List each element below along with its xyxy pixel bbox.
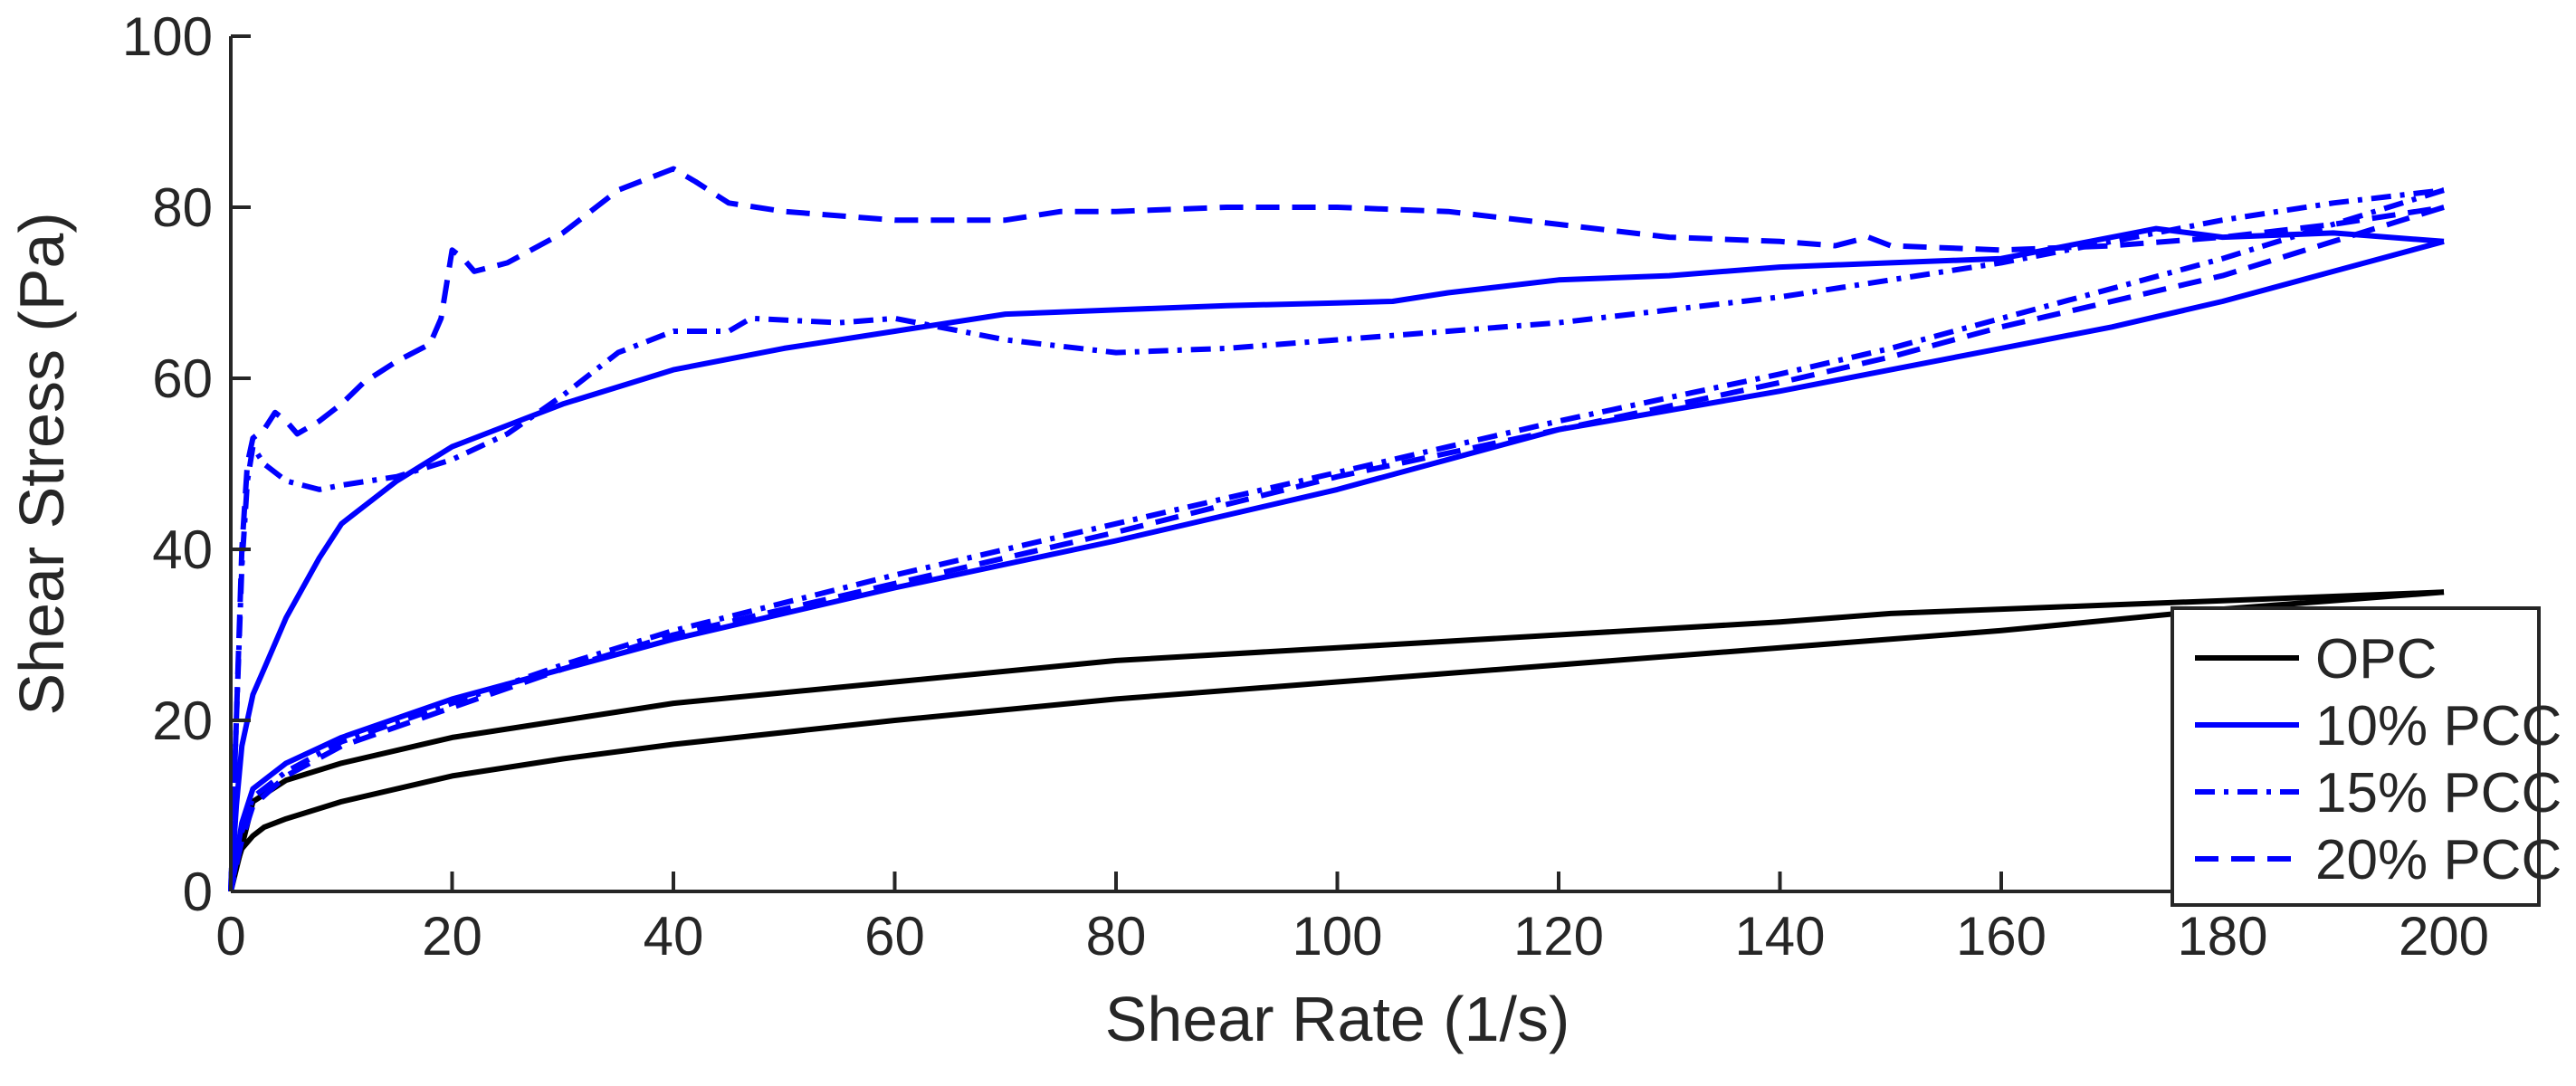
x-tick-label: 120 [1513, 906, 1604, 967]
y-axis-title: Shear Stress (Pa) [6, 212, 77, 715]
x-tick-label: 20 [422, 906, 482, 967]
y-tick-label: 100 [122, 6, 213, 67]
series-line-1-up-curve [228, 589, 2445, 892]
series-line-4-down-curve [228, 205, 2445, 892]
y-tick-label: 80 [152, 177, 213, 238]
legend-label-3: 15% PCC [2315, 762, 2562, 824]
x-tick-label: 0 [215, 906, 245, 967]
series-line-2-up-curve [228, 225, 2445, 892]
x-tick-label: 160 [1956, 906, 2046, 967]
x-axis-title: Shear Rate (1/s) [1105, 984, 1570, 1054]
x-tick-label: 180 [2177, 906, 2267, 967]
x-tick-label: 200 [2399, 906, 2489, 967]
series-line-1-down-curve [228, 589, 2445, 892]
y-tick-label: 40 [152, 519, 213, 580]
x-tick-label: 40 [644, 906, 704, 967]
x-tick-label: 80 [1086, 906, 1147, 967]
legend-label-2: 10% PCC [2315, 695, 2562, 757]
y-tick-label: 0 [183, 862, 213, 922]
y-tick-label: 60 [152, 348, 213, 409]
legend-label-4: 20% PCC [2315, 829, 2562, 891]
series-line-2-down-curve [228, 238, 2445, 892]
legend-label-1: OPC [2315, 628, 2437, 691]
x-tick-label: 100 [1292, 906, 1382, 967]
axes-layer: 0 20 40 60 80 100 120 140 160 180 200 0 20 40 60 80 100 [122, 6, 2489, 967]
series-layer [228, 166, 2445, 892]
series-line-3-up-curve [228, 187, 2445, 892]
series-line-3-down-curve [228, 187, 2445, 892]
series-line-4-up-curve [228, 166, 2445, 892]
x-tick-label: 140 [1734, 906, 1825, 967]
x-tick-label: 60 [864, 906, 925, 967]
y-tick-label: 20 [152, 691, 213, 751]
